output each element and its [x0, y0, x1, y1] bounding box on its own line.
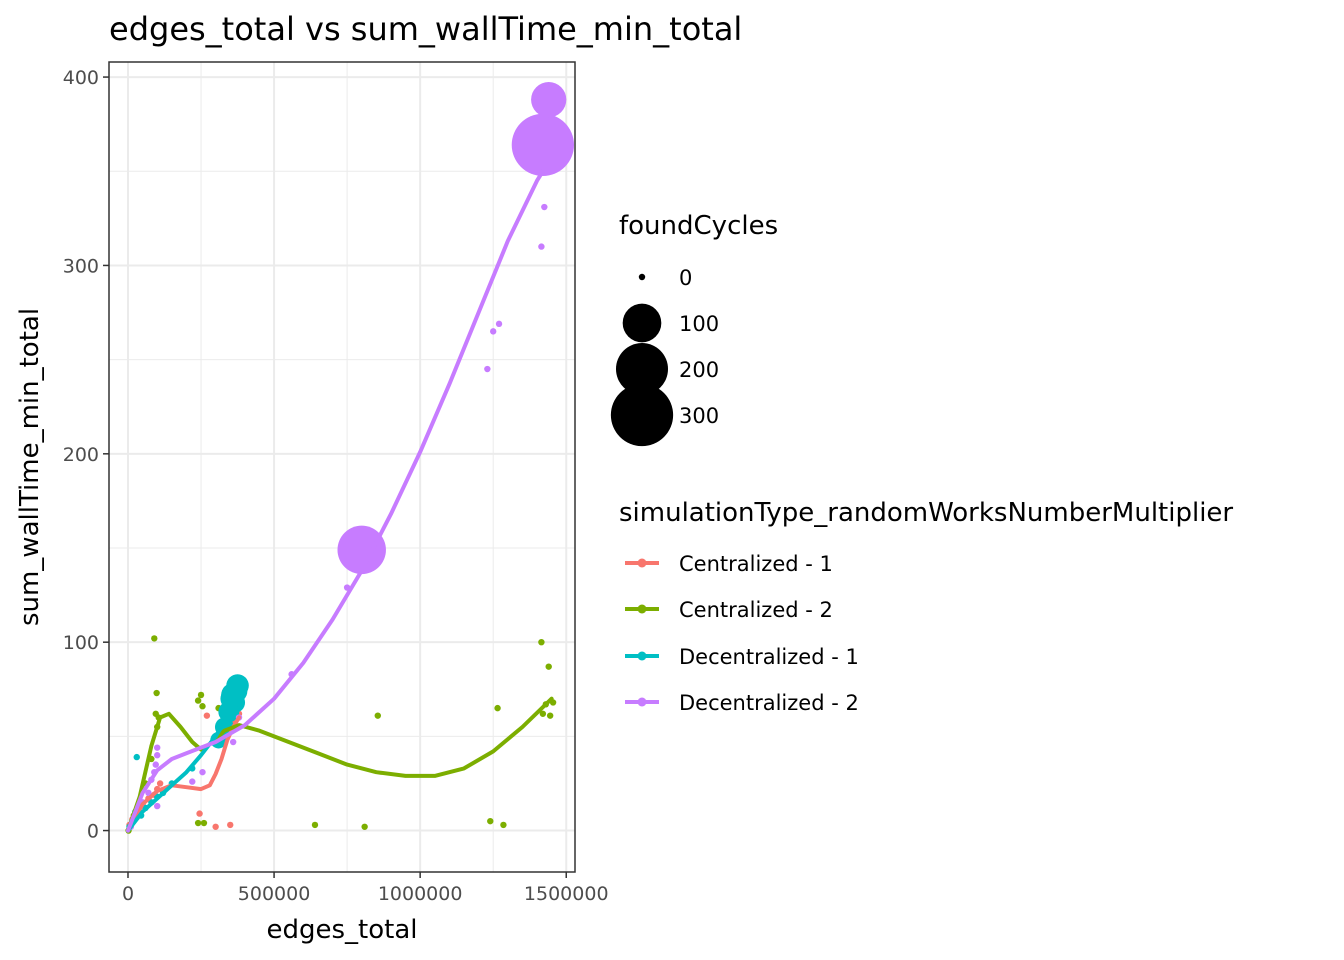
x-tick-label: 0 — [122, 883, 134, 905]
plot-panel — [109, 62, 575, 872]
data-point — [196, 810, 203, 817]
data-point — [154, 802, 161, 810]
color-legend-dot — [637, 651, 647, 661]
size-legend-title: foundCycles — [619, 211, 778, 241]
data-point — [199, 703, 206, 710]
data-point — [495, 320, 503, 328]
y-tick-label: 200 — [63, 444, 99, 466]
size-legend-label: 0 — [679, 266, 692, 290]
data-point — [541, 203, 548, 211]
data-point — [154, 752, 161, 759]
size-legend-label: 300 — [679, 404, 719, 428]
plot-border — [108, 61, 576, 873]
y-tick-label: 100 — [63, 632, 99, 654]
size-legend-key — [610, 383, 674, 447]
data-point — [197, 691, 205, 699]
smooth-line-2 — [126, 700, 240, 833]
data-point — [133, 753, 140, 761]
axes: 0 500000 1000000 1500000 0 100 200 300 400 — [63, 67, 609, 905]
size-legend-key — [622, 303, 662, 343]
data-point — [200, 819, 208, 827]
data-point — [361, 823, 368, 830]
data-series — [125, 82, 574, 834]
color-legend-label: Decentralized - 1 — [679, 645, 859, 669]
color-legend-label: Centralized - 2 — [679, 598, 833, 622]
data-point — [153, 689, 160, 697]
data-point — [229, 738, 237, 746]
y-tick-label: 0 — [87, 821, 99, 843]
color-legend-dot — [637, 604, 647, 614]
smooth-line-1 — [126, 696, 554, 833]
data-point — [538, 638, 545, 646]
data-point — [531, 82, 567, 118]
data-point — [494, 704, 501, 712]
x-tick-label: 500000 — [238, 883, 311, 905]
size-legend-key — [615, 342, 669, 396]
data-point — [487, 817, 494, 825]
gridlines — [109, 62, 575, 872]
data-point — [194, 697, 202, 704]
data-point — [539, 710, 547, 717]
x-tick-label: 1000000 — [378, 883, 463, 905]
data-point — [311, 821, 319, 829]
y-tick-label: 300 — [63, 255, 99, 277]
data-point — [156, 780, 164, 787]
color-legend-label: Decentralized - 2 — [679, 691, 859, 715]
data-point — [152, 761, 159, 768]
x-tick-label: 1500000 — [524, 883, 609, 905]
data-point — [226, 674, 249, 697]
color-legend-label: Centralized - 1 — [679, 552, 833, 576]
color-legend: simulationType_randomWorksNumberMultipli… — [619, 498, 1233, 715]
data-point — [227, 821, 234, 829]
data-point — [549, 149, 557, 156]
data-point — [203, 712, 211, 719]
data-point — [212, 823, 219, 830]
data-point — [154, 744, 161, 751]
y-tick-label: 400 — [63, 67, 99, 89]
smooth-line-3 — [126, 159, 551, 833]
size-legend-label: 100 — [679, 312, 719, 336]
data-point — [189, 778, 196, 785]
smooth-lines-layer — [126, 159, 554, 833]
data-point — [511, 113, 574, 177]
size-legend-key — [638, 273, 646, 281]
data-point — [374, 712, 381, 719]
data-point — [546, 712, 554, 719]
data-point — [489, 328, 497, 335]
data-point — [500, 821, 507, 829]
color-legend-dot — [637, 697, 647, 707]
data-point — [545, 663, 552, 670]
data-point — [538, 243, 545, 250]
smooth-line-0 — [126, 715, 241, 833]
chart-title: edges_total vs sum_wallTime_min_total — [109, 10, 742, 48]
size-legend: foundCycles 0 100 200 300 — [610, 211, 778, 447]
color-legend-dot — [637, 558, 647, 568]
data-point — [337, 525, 386, 575]
color-legend-title: simulationType_randomWorksNumberMultipli… — [619, 498, 1233, 528]
data-point — [145, 789, 152, 797]
data-point — [484, 365, 491, 373]
data-point — [199, 768, 206, 776]
x-axis-title: edges_total — [267, 915, 418, 945]
data-point — [194, 819, 202, 827]
size-legend-label: 200 — [679, 358, 719, 382]
y-axis-title: sum_wallTime_min_total — [15, 308, 45, 626]
data-point — [151, 635, 158, 642]
